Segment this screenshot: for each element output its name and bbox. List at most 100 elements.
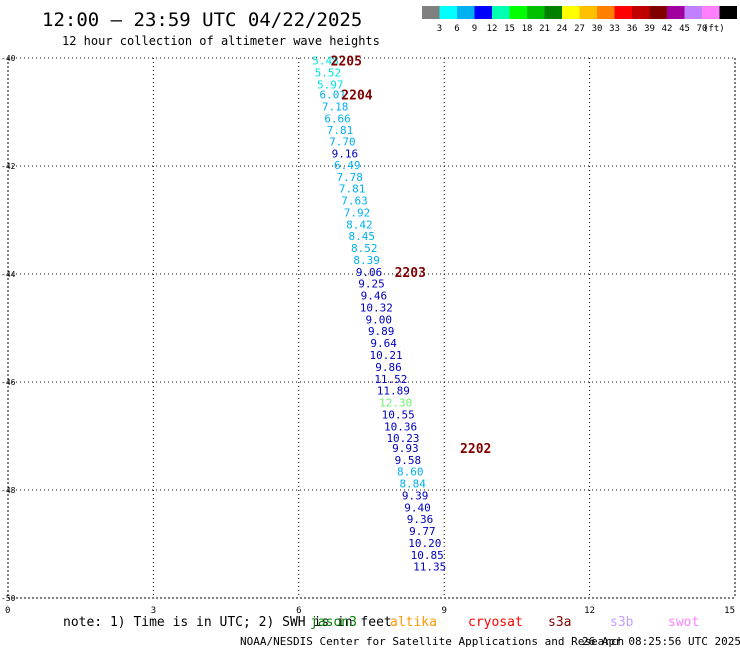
x-tick-label: 6 — [296, 606, 301, 616]
wave-height-label: 10.21 — [369, 349, 402, 362]
wave-height-label: 9.36 — [407, 513, 434, 526]
legend-swatch — [422, 6, 440, 19]
legend-label: 24 — [557, 24, 568, 34]
wave-height-label: 8.84 — [399, 478, 426, 491]
wave-height-label: 9.58 — [395, 454, 422, 467]
wave-height-label: 6.49 — [334, 159, 361, 172]
legend-swatch — [562, 6, 580, 19]
footer-note: note: 1) Time is in UTC; 2) SWH is in fe… — [63, 615, 392, 630]
pass-time-annotation: 2203 — [395, 266, 426, 281]
color-legend — [422, 6, 737, 19]
wave-height-label: 6.66 — [324, 112, 351, 125]
wave-height-label: 10.23 — [386, 432, 419, 445]
y-tick-label: -48 — [1, 486, 16, 495]
y-tick-label: -50 — [1, 594, 16, 603]
plot-frame — [7, 57, 736, 599]
wave-height-label: 9.77 — [409, 525, 436, 538]
wave-height-label: 10.36 — [384, 420, 417, 433]
x-tick-label: 12 — [584, 606, 595, 616]
legend-swatch — [544, 6, 562, 19]
wave-height-label: 5.52 — [315, 67, 342, 80]
legend-swatch — [684, 6, 702, 19]
wave-height-label: 9.16 — [332, 148, 359, 161]
legend-swatch — [439, 6, 457, 19]
x-tick-labels: 0 3 6 9 12 15 — [5, 606, 735, 616]
legend-swatch — [702, 6, 720, 19]
wave-height-label: 7.63 — [341, 195, 368, 208]
satellite-name-swot: swot — [668, 615, 699, 630]
wave-height-label: 5.97 — [317, 78, 344, 91]
satellite-name-cryosat: cryosat — [468, 615, 523, 630]
legend-label: 27 — [574, 24, 585, 34]
legend-swatch — [527, 6, 545, 19]
legend-label: 70 — [697, 24, 708, 34]
wave-height-label: 7.81 — [339, 183, 366, 196]
wave-height-label: 9.25 — [358, 278, 385, 291]
legend-swatch — [457, 6, 475, 19]
wave-height-label: 7.81 — [327, 124, 354, 137]
wave-height-label: 10.85 — [411, 549, 444, 562]
wave-height-label: 9.93 — [392, 442, 419, 455]
wave-height-label: 8.60 — [397, 466, 424, 479]
legend-label: 9 — [472, 24, 477, 34]
wave-height-label: 10.32 — [360, 301, 393, 314]
x-tick-label: 9 — [441, 606, 446, 616]
wave-height-label: 10.55 — [382, 408, 415, 421]
y-tick-label: -40 — [1, 54, 16, 63]
legend-label: 12 — [487, 24, 498, 34]
legend-label: 18 — [522, 24, 533, 34]
wave-height-label: 9.86 — [375, 361, 402, 374]
x-tick-label: 0 — [5, 606, 10, 616]
legend-label: 15 — [504, 24, 515, 34]
plot-grid — [7, 57, 736, 599]
x-tick-label: 15 — [724, 606, 735, 616]
wave-height-label: 8.39 — [353, 254, 380, 267]
legend-label: 6 — [454, 24, 459, 34]
wave-height-label: 7.18 — [322, 101, 349, 114]
wave-height-label: 8.45 — [349, 230, 376, 243]
wave-height-label: 11.52 — [374, 373, 407, 386]
pass-annotations: 2205 2204 2203 2202 — [331, 55, 492, 457]
satellite-name-altika: altika — [390, 615, 437, 630]
wave-height-label: 7.92 — [344, 206, 371, 219]
satellite-name-s3a: s3a — [548, 615, 571, 630]
wave-height-label: 9.40 — [404, 501, 431, 514]
y-tick-labels: -40 -42 -44 -46 -48 -50 — [1, 54, 16, 603]
legend-swatch — [597, 6, 615, 19]
legend-label: 42 — [662, 24, 673, 34]
wave-height-label: 6.01 — [319, 89, 346, 102]
data-points: 5.485.525.976.017.186.667.817.709.166.49… — [312, 55, 446, 574]
legend-label: 39 — [644, 24, 655, 34]
wave-height-label: 9.39 — [402, 489, 429, 502]
wave-height-label: 8.42 — [346, 218, 373, 231]
chart-subtitle: 12 hour collection of altimeter wave hei… — [62, 34, 380, 48]
chart-title: 12:00 – 23:59 UTC 04/22/2025 — [42, 9, 362, 31]
wave-height-label: 11.89 — [377, 385, 410, 398]
wave-height-label: 10.20 — [408, 537, 441, 550]
satellite-name-jason3: jason3 — [310, 615, 357, 630]
wave-height-label: 11.35 — [413, 561, 446, 574]
footer-timestamp: 26 Apr 08:25:56 UTC 2025 — [582, 635, 740, 648]
wave-height-label: 7.70 — [329, 136, 356, 149]
wave-height-label: 9.06 — [356, 266, 383, 279]
pass-time-annotation: 2205 — [331, 55, 362, 70]
wave-height-label: 5.48 — [312, 55, 339, 68]
legend-label: 30 — [592, 24, 603, 34]
wave-height-label: 8.52 — [351, 242, 378, 255]
legend-unit-label: (ft) — [703, 24, 725, 34]
legend-swatch — [579, 6, 597, 19]
pass-time-annotation: 2204 — [341, 89, 372, 104]
y-tick-label: -46 — [1, 378, 16, 387]
legend-swatch — [492, 6, 510, 19]
color-legend-labels: 3 6 9 12 15 18 21 24 27 30 33 36 39 42 45 70 — [437, 24, 708, 34]
legend-swatch — [649, 6, 667, 19]
legend-swatch — [632, 6, 650, 19]
satellite-legend: jason3 altika cryosat s3a s3b swot — [310, 615, 699, 630]
legend-label: 21 — [539, 24, 550, 34]
legend-swatch — [719, 6, 737, 19]
wave-height-label: 9.64 — [370, 337, 397, 350]
legend-swatch — [614, 6, 632, 19]
wave-height-label: 9.00 — [366, 313, 393, 326]
legend-label: 45 — [679, 24, 690, 34]
